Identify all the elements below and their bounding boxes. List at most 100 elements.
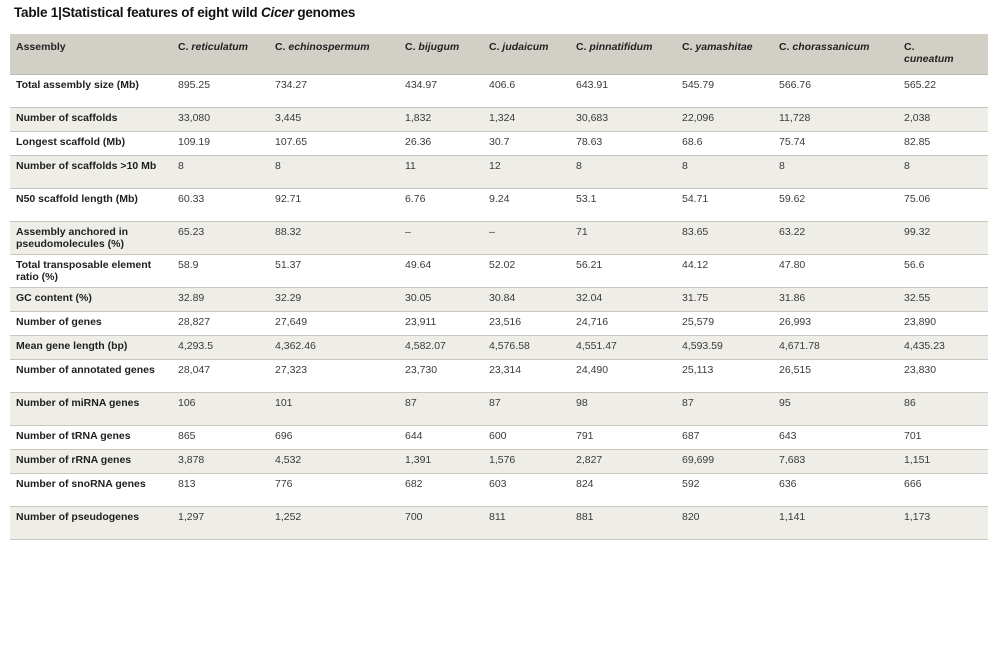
table-cell: 33,080 — [172, 107, 269, 132]
table-cell: 592 — [676, 473, 773, 507]
column-header-species: C. bijugum — [399, 34, 483, 75]
table-cell: 820 — [676, 506, 773, 540]
row-label: Assembly anchored in pseudomolecules (%) — [10, 221, 172, 255]
table-row: Mean gene length (bp) 4,293.5 4,362.46 4,58… — [10, 335, 988, 360]
table-cell: 643.91 — [570, 74, 676, 108]
table-cell: 4,293.5 — [172, 335, 269, 360]
table-row: Total transposable element ratio (%) 58.9… — [10, 254, 988, 288]
table-cell: 99.32 — [898, 221, 988, 255]
table-cell: 87 — [676, 392, 773, 426]
table-cell: 60.33 — [172, 188, 269, 222]
table-cell: 30.7 — [483, 131, 570, 156]
table-cell: 701 — [898, 425, 988, 450]
table-cell: 23,516 — [483, 311, 570, 336]
table-cell: 24,490 — [570, 359, 676, 393]
table-cell: 109.19 — [172, 131, 269, 156]
table-cell: 23,730 — [399, 359, 483, 393]
table-cell: 54.71 — [676, 188, 773, 222]
table-row: Longest scaffold (Mb) 109.19 107.65 26.36 30… — [10, 131, 988, 156]
table-cell: 8 — [570, 155, 676, 189]
table-cell: 92.71 — [269, 188, 399, 222]
column-header-species: C. judaicum — [483, 34, 570, 75]
table-cell: 30.84 — [483, 287, 570, 312]
table-cell: 895.25 — [172, 74, 269, 108]
table-cell: 106 — [172, 392, 269, 426]
table-cell: 51.37 — [269, 254, 399, 288]
table-cell: 811 — [483, 506, 570, 540]
table-cell: 1,391 — [399, 449, 483, 474]
table-cell: 63.22 — [773, 221, 898, 255]
table-cell: 30.05 — [399, 287, 483, 312]
table-cell: 23,314 — [483, 359, 570, 393]
table-cell: 813 — [172, 473, 269, 507]
column-header-species: C. yamashitae — [676, 34, 773, 75]
column-header-species: C. echinospermum — [269, 34, 399, 75]
table-cell: 2,827 — [570, 449, 676, 474]
table-cell: 791 — [570, 425, 676, 450]
table-cell: 4,582.07 — [399, 335, 483, 360]
table-row: Number of miRNA genes 106 101 87 87 98 87 95 86 — [10, 392, 988, 426]
table-row: GC content (%) 32.89 32.29 30.05 30.84 32.04 3… — [10, 287, 988, 312]
table-cell: 68.6 — [676, 131, 773, 156]
table-cell: 12 — [483, 155, 570, 189]
table-cell: 44.12 — [676, 254, 773, 288]
table-cell: 545.79 — [676, 74, 773, 108]
table-cell: 65.23 — [172, 221, 269, 255]
row-label: Total assembly size (Mb) — [10, 74, 172, 108]
table-cell: 682 — [399, 473, 483, 507]
table-cell: 101 — [269, 392, 399, 426]
row-label: Number of annotated genes — [10, 359, 172, 393]
table-cell: 666 — [898, 473, 988, 507]
table-cell: 87 — [399, 392, 483, 426]
table-row: Number of snoRNA genes 813 776 682 603 824 592… — [10, 473, 988, 507]
column-header-species: C. reticulatum — [172, 34, 269, 75]
table-cell: 1,576 — [483, 449, 570, 474]
table-cell: 27,323 — [269, 359, 399, 393]
caption-genus: Cicer — [261, 5, 294, 20]
table-cell: 28,047 — [172, 359, 269, 393]
table-cell: 9.24 — [483, 188, 570, 222]
column-header-species: C. pinnatifidum — [570, 34, 676, 75]
caption-title-prefix: Statistical features of eight wild — [61, 5, 261, 20]
table-cell: 31.75 — [676, 287, 773, 312]
table-cell: 24,716 — [570, 311, 676, 336]
row-label: Longest scaffold (Mb) — [10, 131, 172, 156]
table-cell: 8 — [269, 155, 399, 189]
table-cell: 27,649 — [269, 311, 399, 336]
table-cell: 75.74 — [773, 131, 898, 156]
table-cell: 734.27 — [269, 74, 399, 108]
table-caption: Table 1|Statistical features of eight wi… — [14, 5, 355, 20]
table-cell: 78.63 — [570, 131, 676, 156]
table-cell: 75.06 — [898, 188, 988, 222]
table-cell: 26,515 — [773, 359, 898, 393]
row-label: Number of pseudogenes — [10, 506, 172, 540]
table-cell: 700 — [399, 506, 483, 540]
table-cell: 1,252 — [269, 506, 399, 540]
table-row: Number of scaffolds >10 Mb 8 8 11 12 8 8 8 8 — [10, 155, 988, 189]
table-cell: 58.9 — [172, 254, 269, 288]
header-row: Assembly C. reticulatum C. echinospermum… — [10, 34, 988, 75]
table-cell: 1,173 — [898, 506, 988, 540]
table-cell: 82.85 — [898, 131, 988, 156]
table-cell: 3,878 — [172, 449, 269, 474]
table-cell: 11,728 — [773, 107, 898, 132]
table-cell: 53.1 — [570, 188, 676, 222]
row-label: Number of snoRNA genes — [10, 473, 172, 507]
table-cell: 25,113 — [676, 359, 773, 393]
table-cell: 4,362.46 — [269, 335, 399, 360]
table-cell: 600 — [483, 425, 570, 450]
table-cell: 1,151 — [898, 449, 988, 474]
table-row: Number of annotated genes 28,047 27,323 23,… — [10, 359, 988, 393]
table-cell: 696 — [269, 425, 399, 450]
table-cell: 88.32 — [269, 221, 399, 255]
table-cell: 49.64 — [399, 254, 483, 288]
row-label: GC content (%) — [10, 287, 172, 312]
table-cell: 83.65 — [676, 221, 773, 255]
table-row: Number of scaffolds 33,080 3,445 1,832 1,324… — [10, 107, 988, 132]
table-cell: 406.6 — [483, 74, 570, 108]
row-label: Number of miRNA genes — [10, 392, 172, 426]
table-cell: 98 — [570, 392, 676, 426]
table-cell: 59.62 — [773, 188, 898, 222]
table-cell: 687 — [676, 425, 773, 450]
